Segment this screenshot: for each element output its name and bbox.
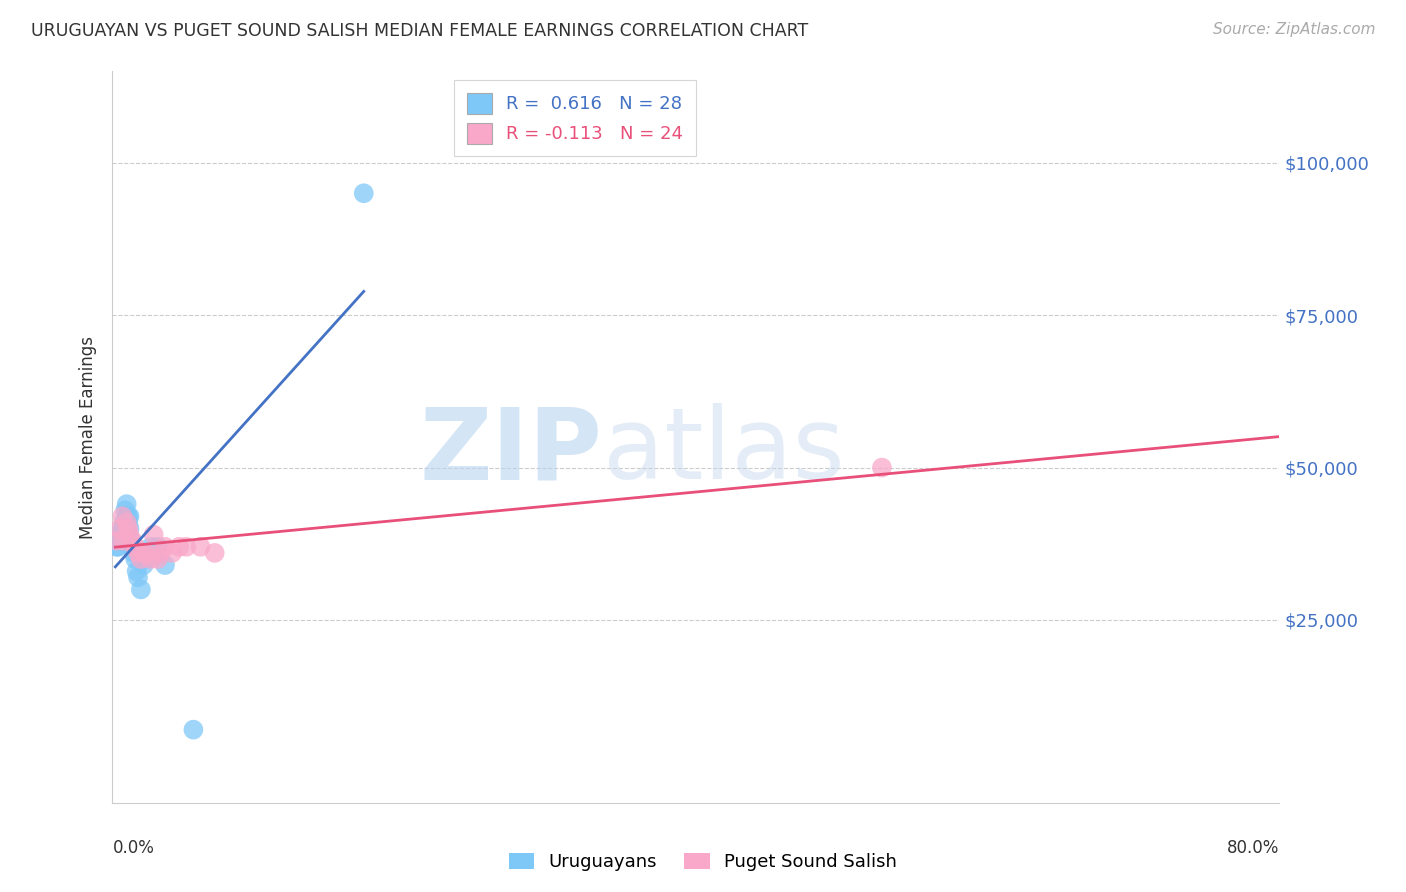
- Point: [132, 558, 155, 573]
- Point: [353, 186, 375, 201]
- Point: [129, 552, 152, 566]
- Point: [127, 570, 149, 584]
- Point: [183, 723, 205, 737]
- Point: [115, 509, 138, 524]
- Point: [117, 516, 139, 530]
- Point: [115, 497, 138, 511]
- Text: 80.0%: 80.0%: [1227, 839, 1279, 857]
- Point: [135, 546, 157, 560]
- Point: [132, 546, 155, 560]
- Point: [146, 552, 169, 566]
- Point: [167, 540, 190, 554]
- Point: [129, 582, 152, 597]
- Point: [125, 564, 148, 578]
- Point: [870, 460, 893, 475]
- Point: [149, 546, 172, 560]
- Point: [153, 540, 176, 554]
- Point: [127, 546, 149, 560]
- Point: [107, 540, 129, 554]
- Y-axis label: Median Female Earnings: Median Female Earnings: [79, 335, 97, 539]
- Point: [118, 527, 141, 541]
- Point: [139, 540, 162, 554]
- Point: [110, 527, 132, 541]
- Point: [114, 521, 136, 535]
- Point: [111, 521, 134, 535]
- Point: [176, 540, 198, 554]
- Point: [112, 516, 135, 530]
- Point: [153, 558, 176, 573]
- Point: [120, 533, 142, 548]
- Point: [121, 540, 143, 554]
- Point: [112, 533, 135, 548]
- Point: [160, 546, 183, 560]
- Point: [204, 546, 226, 560]
- Text: 0.0%: 0.0%: [112, 839, 155, 857]
- Point: [117, 521, 139, 535]
- Point: [108, 521, 131, 535]
- Point: [118, 509, 141, 524]
- Point: [118, 521, 141, 535]
- Point: [146, 540, 169, 554]
- Point: [114, 503, 136, 517]
- Point: [111, 509, 134, 524]
- Point: [124, 552, 146, 566]
- Legend: Uruguayans, Puget Sound Salish: Uruguayans, Puget Sound Salish: [502, 846, 904, 879]
- Point: [142, 527, 165, 541]
- Point: [108, 533, 131, 548]
- Legend: R =  0.616   N = 28, R = -0.113   N = 24: R = 0.616 N = 28, R = -0.113 N = 24: [454, 80, 696, 156]
- Point: [117, 509, 139, 524]
- Point: [105, 533, 128, 548]
- Point: [190, 540, 212, 554]
- Point: [121, 533, 143, 548]
- Point: [105, 540, 128, 554]
- Point: [139, 552, 162, 566]
- Text: atlas: atlas: [603, 403, 844, 500]
- Text: URUGUAYAN VS PUGET SOUND SALISH MEDIAN FEMALE EARNINGS CORRELATION CHART: URUGUAYAN VS PUGET SOUND SALISH MEDIAN F…: [31, 22, 808, 40]
- Text: ZIP: ZIP: [420, 403, 603, 500]
- Point: [115, 516, 138, 530]
- Point: [135, 552, 157, 566]
- Text: Source: ZipAtlas.com: Source: ZipAtlas.com: [1212, 22, 1375, 37]
- Point: [122, 546, 145, 560]
- Point: [124, 540, 146, 554]
